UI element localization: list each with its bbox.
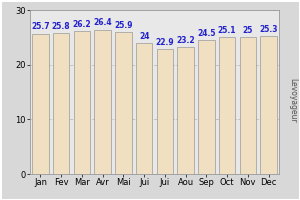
Text: 26.4: 26.4 — [93, 18, 112, 27]
Text: 24.5: 24.5 — [197, 29, 216, 38]
Text: 25.1: 25.1 — [218, 26, 236, 35]
Text: 25.9: 25.9 — [114, 21, 133, 30]
Text: Levoyageur: Levoyageur — [288, 78, 297, 122]
Bar — [198, 40, 215, 174]
Bar — [240, 37, 256, 174]
Text: 25.3: 25.3 — [260, 25, 278, 34]
Text: 25.7: 25.7 — [31, 22, 50, 31]
Bar — [136, 43, 152, 174]
Bar — [53, 33, 69, 174]
Text: 25.8: 25.8 — [52, 22, 70, 31]
Text: 26.2: 26.2 — [73, 20, 91, 29]
Bar — [115, 32, 132, 174]
Bar — [177, 47, 194, 174]
Bar — [157, 49, 173, 174]
Text: 24: 24 — [139, 32, 149, 41]
Text: 25: 25 — [243, 26, 253, 35]
Bar — [260, 36, 277, 174]
Bar — [74, 31, 90, 174]
Text: 22.9: 22.9 — [156, 38, 174, 47]
Text: 23.2: 23.2 — [176, 36, 195, 45]
Bar — [32, 34, 49, 174]
Bar — [219, 37, 236, 174]
Bar — [94, 30, 111, 174]
